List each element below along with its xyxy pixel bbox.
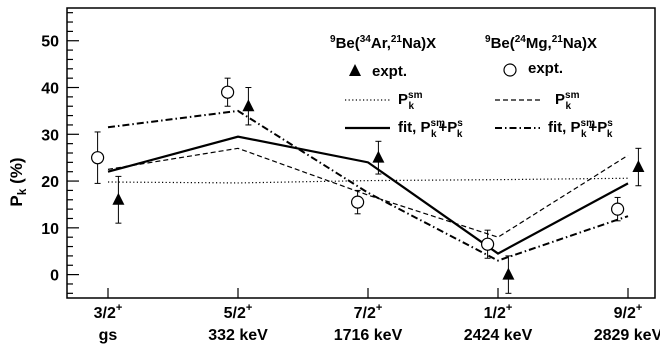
legend-expt-ar: expt.: [372, 63, 407, 80]
series-line-mg_sm: [107, 147, 629, 238]
circle-marker: [610, 202, 625, 216]
data-point-mg_expt: [221, 77, 235, 107]
series-line-ar_sm: [107, 177, 629, 184]
data-point-ar_expt: [502, 255, 515, 294]
y-tick-label: 10: [41, 221, 59, 238]
series-line-ar_fit: [107, 135, 629, 255]
legend-header-ar: 9Be(34Ar,21Na)X: [330, 34, 436, 52]
x-category-energy: 2829 keV: [594, 327, 660, 344]
triangle-marker: [242, 99, 255, 112]
y-axis: 0 10 20 30 40 50: [41, 12, 79, 294]
data-point-mg_expt: [351, 189, 365, 215]
y-tick-label: 20: [41, 174, 59, 191]
x-category-label: 5/2+: [224, 302, 253, 322]
y-tick-label: 0: [50, 268, 59, 285]
legend-fit-ar: fit, Psm k +Ps k: [398, 118, 463, 140]
y-tick-label: 30: [41, 127, 59, 144]
circle-marker: [481, 237, 495, 251]
x-category-energy: 332 keV: [208, 327, 268, 344]
data-point-mg_expt: [90, 131, 105, 184]
x-category-label: 3/2+: [94, 302, 123, 322]
series-line-mg_fit: [107, 109, 629, 262]
x-category-label: 7/2+: [354, 302, 383, 322]
y-tick-label: 40: [41, 81, 59, 98]
series-lines: [107, 109, 629, 262]
x-category-label: 9/2+: [614, 302, 643, 322]
y-axis-label-sub: k: [15, 188, 29, 195]
legend: 9Be(34Ar,21Na)X 9Be(24Mg,21Na)X expt. expt.…: [330, 34, 613, 140]
legend-sm-ar: Psm k: [398, 90, 423, 112]
circle-marker: [221, 85, 235, 99]
circle-marker: [90, 151, 105, 165]
data-point-ar_expt: [112, 175, 125, 224]
x-category-label: 1/2+: [484, 302, 513, 322]
y-axis-label-unit: (%): [7, 157, 26, 188]
x-category-energy: 1716 keV: [334, 327, 403, 344]
x-category-energy: gs: [99, 327, 118, 344]
y-axis-label: Pk (%): [7, 157, 29, 206]
legend-circle-marker: [503, 63, 517, 77]
circle-marker: [351, 195, 365, 209]
triangle-marker: [502, 267, 515, 280]
triangle-marker: [372, 150, 385, 163]
data-point-ar_expt: [242, 87, 255, 126]
x-category-energy: 2424 keV: [464, 327, 533, 344]
legend-fit-mg: fit, Psm k +Ps k: [548, 118, 613, 140]
triangle-marker: [112, 192, 125, 205]
triangle-marker: [632, 160, 645, 173]
y-axis-label-main: P: [7, 195, 26, 206]
data-point-ar_expt: [632, 147, 645, 187]
x-axis: 3/2+ gs 5/2+ 332 keV 7/2+ 1716 keV 1/2+ 2424 ke…: [94, 288, 660, 344]
y-tick-label: 50: [41, 34, 59, 51]
legend-header-mg: 9Be(24Mg,21Na)X: [485, 34, 597, 52]
legend-expt-mg: expt.: [528, 60, 563, 77]
data-point-ar_expt: [372, 140, 385, 175]
legend-sm-mg: Psm k: [555, 90, 580, 112]
data-point-mg_expt: [481, 229, 495, 259]
series-markers: [90, 77, 645, 294]
legend-triangle-marker: [349, 64, 361, 76]
data-point-mg_expt: [610, 196, 625, 222]
